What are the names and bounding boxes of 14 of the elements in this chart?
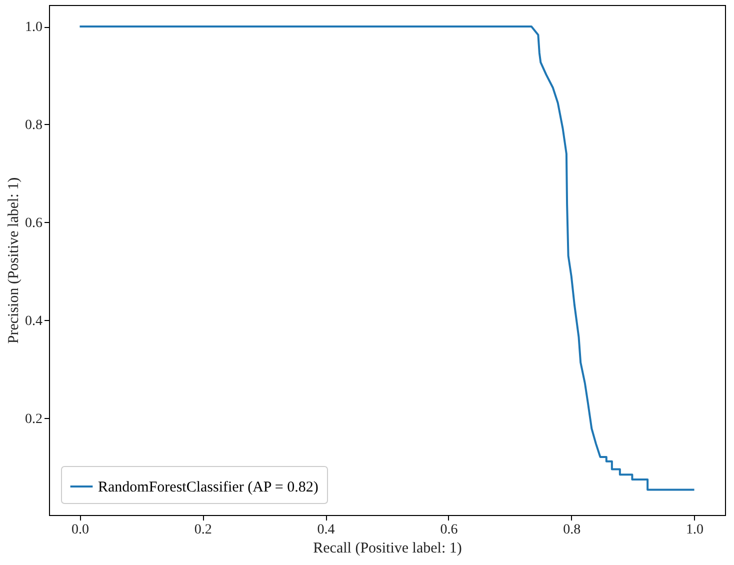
y-axis-title: Precision (Positive label: 1) [6, 177, 22, 344]
x-tick-label: 0.0 [71, 522, 89, 538]
x-axis-title: Recall (Positive label: 1) [313, 540, 462, 556]
y-tick-label: 0.4 [25, 314, 42, 329]
x-tick-label: 1.0 [686, 522, 704, 538]
y-tick-label: 0.2 [25, 412, 42, 427]
x-tick-label: 0.8 [563, 522, 581, 538]
y-tick-label: 0.6 [25, 216, 42, 231]
y-tick-label: 1.0 [25, 20, 42, 36]
y-tick-label: 0.8 [25, 118, 42, 133]
x-tick-label: 0.4 [317, 522, 335, 538]
legend-label: RandomForestClassifier (AP = 0.82) [98, 480, 318, 496]
x-tick-label: 0.6 [440, 522, 458, 538]
x-tick-label: 0.2 [194, 522, 212, 538]
